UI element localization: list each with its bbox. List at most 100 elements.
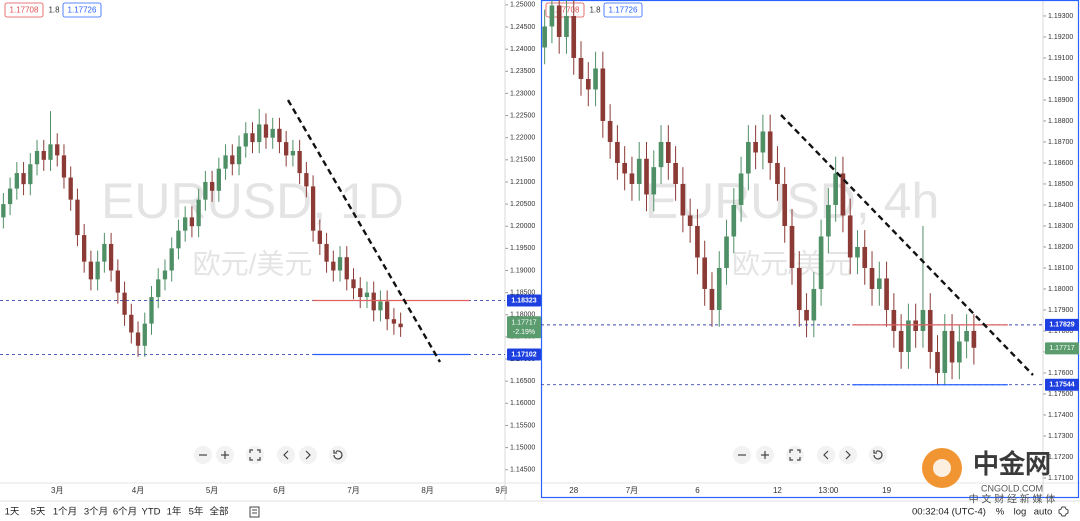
logo-site: CNGOLD.COM [981,483,1043,493]
candle-body [223,155,228,169]
candle-body [7,188,13,205]
y-tick-label: 1.18300 [1048,223,1073,230]
reset-button[interactable] [246,446,264,464]
candle-body [665,141,671,163]
candle-body [189,217,195,227]
candle-body [949,330,955,363]
candle-body [898,330,904,352]
range-button[interactable]: 1个月 [53,507,77,518]
logo-tagline: 中 文 财 经 新 媒 体 [969,493,1056,506]
candle-body [95,261,100,280]
candle-body [310,186,316,231]
candle-body [371,292,376,311]
candle-body [378,301,383,311]
x-tick-label: 13:00 [818,486,839,495]
range-button[interactable]: 1天 [5,507,20,518]
x-tick-label: 7月 [347,486,359,495]
candle-body [789,225,795,268]
x-tick-label: 5月 [206,486,218,495]
scroll-left-button[interactable] [277,446,295,464]
y-tick-label: 1.17200 [1048,454,1073,461]
zoom-in-button[interactable] [216,446,234,464]
candle-body [156,279,161,298]
candle-body [549,5,555,27]
header-value: 1.8 [48,6,60,15]
range-button[interactable]: YTD [142,507,161,518]
candle-body [826,204,831,237]
candle-body [702,257,708,289]
range-button[interactable]: 1年 [167,506,182,518]
candle-body [351,279,356,289]
candle-body [21,173,26,185]
range-button[interactable]: 5天 [31,507,46,518]
reset-button[interactable] [786,446,804,464]
scale-button[interactable]: log [1014,507,1027,518]
y-tick-label: 1.18100 [1048,265,1073,272]
settings-icon[interactable] [1058,506,1069,517]
date-range-icon[interactable] [249,506,260,518]
scroll-right-button[interactable] [839,446,857,464]
candle-body [290,150,296,156]
candle-body [709,288,715,310]
candle-body [304,173,309,187]
y-tick-label: 1.18000 [1048,286,1073,293]
refresh-button[interactable] [329,446,347,464]
candle-body [277,128,282,143]
candle-body [564,15,569,37]
y-tick-label: 1.21500 [510,157,535,164]
candle-body [724,236,729,268]
y-tick-label: 1.21000 [510,179,535,186]
y-tick-label: 1.18400 [1048,202,1073,209]
candle-body [257,124,262,143]
scroll-left-button[interactable] [817,446,835,464]
candle-body [775,162,780,184]
zoom-in-button[interactable] [756,446,774,464]
range-button[interactable]: 3个月 [84,507,108,518]
zoom-out-button[interactable] [194,446,212,464]
trend-line[interactable] [286,99,442,363]
y-tick-label: 1.18700 [1048,139,1073,146]
scale-button[interactable]: auto [1034,507,1053,518]
level-marker [507,294,541,307]
range-button[interactable]: 6个月 [113,507,137,518]
candle-body [811,288,817,321]
logo-name: 中金网 [973,449,1051,479]
candle-body [840,173,846,216]
logo-mark [933,459,951,477]
y-tick-label: 1.17400 [1048,412,1073,419]
range-button[interactable]: 全部 [209,506,228,518]
y-tick-label: 1.19100 [1048,55,1073,62]
candle-body [88,261,94,280]
zoom-out-button[interactable] [733,446,751,464]
candle-body [935,351,940,373]
x-tick-label: 6月 [273,486,285,495]
candle-body [1,204,6,218]
candle-body [122,292,127,315]
y-tick-label: 1.23000 [510,90,535,97]
level-label: 1.17829 [1049,322,1074,329]
y-tick-label: 1.17600 [1048,370,1073,377]
refresh-button[interactable] [869,446,887,464]
y-tick-label: 1.18600 [1048,160,1073,167]
candle-body [391,319,397,324]
candle-body [920,309,926,331]
y-tick-label: 1.25000 [510,2,535,9]
candle-body [385,301,390,320]
scroll-right-button[interactable] [299,446,317,464]
candle-body [183,217,188,231]
y-tick-label: 1.17900 [1048,307,1073,314]
chart-layer: 1.17708 1.8 1.17726 1.18323 1.17102 1.17717 -2… [0,0,1079,391]
last-price-label: 1.17717 [511,320,536,327]
range-button[interactable]: 5年 [189,506,204,518]
trend-line[interactable] [780,114,1034,376]
candle-body [862,246,868,268]
scale-button[interactable]: % [996,507,1005,518]
y-tick-label: 1.14500 [510,467,535,474]
candle-body [135,332,141,346]
candle-body [216,168,221,191]
candle-body [585,78,591,90]
candle-body [243,133,248,147]
candle-body [906,320,911,352]
